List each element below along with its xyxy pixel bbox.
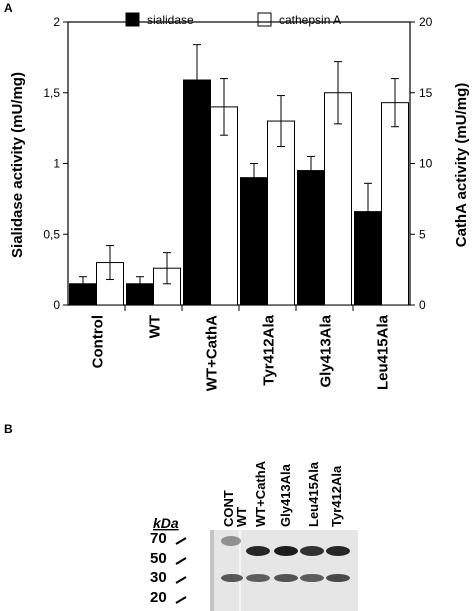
y-tick-label-right: 5 [419, 227, 426, 241]
blot-marker-tick [175, 537, 187, 545]
blot-marker-tick [175, 557, 187, 565]
blot-lane-label: Gly413Ala [278, 463, 293, 527]
x-category-label: WT [147, 315, 164, 338]
blot-band-upper [326, 546, 350, 556]
blot-lane-label: Leu415Ala [306, 461, 321, 527]
blot-band-lower [221, 574, 243, 582]
x-category-label: Gly413Ala [318, 314, 335, 387]
y-tick-label-right: 10 [419, 157, 433, 171]
bar-cathepsin-a [381, 102, 409, 306]
bar-cathepsin-a [210, 106, 238, 306]
blot-lane-label: CONT [221, 490, 236, 527]
y-tick-label-right: 20 [419, 15, 433, 29]
x-category-label: Control [90, 315, 107, 368]
y-tick-label-left: 2 [53, 15, 60, 29]
kda-label: kDa [153, 515, 179, 531]
bar-sialidase [240, 177, 268, 306]
blot-edge-shadow [210, 530, 214, 611]
y-tick-label-left: 0,5 [43, 227, 60, 241]
y-tick-label-right: 0 [419, 298, 426, 312]
blot-lane-label: Tyr412Ala [329, 465, 344, 527]
legend-label-cathepsin-a: cathepsin A [279, 13, 341, 27]
bar-sialidase [183, 79, 211, 306]
x-category-label: Tyr412Ala [261, 314, 278, 385]
y-tick-label-left: 1,5 [43, 86, 60, 100]
bar-cathepsin-a [267, 120, 295, 306]
blot-band-upper [300, 546, 324, 556]
blot-marker-label: 20 [150, 589, 167, 606]
bar-sialidase [126, 283, 154, 306]
blot-lane-label: WT [234, 507, 249, 527]
legend-swatch-sialidase [125, 12, 140, 27]
blot-marker-tick [175, 596, 187, 604]
x-category-label: Leu415Ala [375, 314, 392, 390]
bar-sialidase [297, 170, 325, 306]
blot-marker-label: 50 [150, 550, 167, 567]
blot-band-lower [300, 574, 324, 582]
y-axis-title-left: Sialidase activity (mU/mg) [9, 72, 26, 258]
blot-band-upper [246, 546, 270, 556]
blot-band-lower [246, 574, 270, 582]
y-tick-label-left: 0 [53, 298, 60, 312]
legend-label-sialidase: sialidase [147, 13, 194, 27]
bar-cathepsin-a [324, 92, 352, 306]
y-tick-label-left: 1 [53, 157, 60, 171]
blot-lane-label: WT+CathA [253, 460, 268, 527]
legend-swatch-cathepsin-a [257, 12, 272, 27]
blot-band-lower [326, 574, 350, 582]
blot-marker-label: 70 [150, 530, 167, 547]
bar-sialidase [354, 211, 382, 306]
y-tick-label-right: 15 [419, 86, 433, 100]
blot-band-lower [274, 574, 298, 582]
panel-a-label: A [4, 1, 13, 15]
blot-marker-tick [175, 576, 187, 584]
blot-band-faint [221, 536, 241, 546]
x-category-label: WT+CathA [204, 315, 221, 391]
y-axis-title-right: CathA activity (mU/mg) [453, 83, 470, 247]
blot-marker-label: 30 [150, 569, 167, 586]
bar-sialidase [69, 283, 97, 306]
blot-band-upper [274, 546, 298, 556]
panel-b-label: B [4, 422, 13, 436]
